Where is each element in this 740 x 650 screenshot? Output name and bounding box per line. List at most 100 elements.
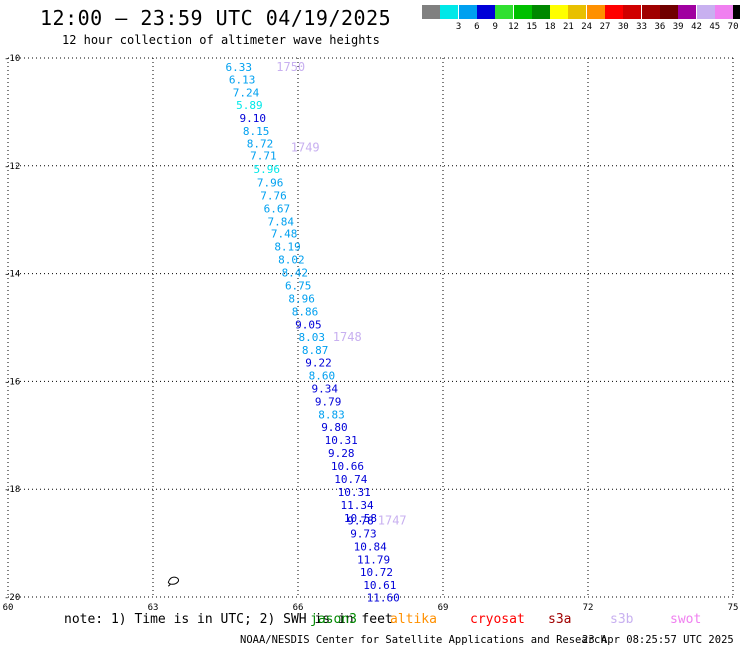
wave-height-value: 10.58	[344, 512, 377, 525]
credit-line: NOAA/NESDIS Center for Satellite Applica…	[240, 634, 607, 646]
pass-number-labels: 1750 1749 1748 1747	[276, 60, 406, 527]
colorbar-swatch	[714, 5, 733, 19]
colorbar-swatch	[440, 5, 459, 19]
wave-height-value: 6.13	[229, 74, 256, 87]
wave-height-value: 10.72	[360, 566, 393, 579]
longitude-tick-label: 63	[148, 603, 159, 613]
longitude-tick-label: 66	[293, 603, 304, 613]
colorbar-label: 6	[474, 22, 480, 32]
wave-height-value: 8.19	[274, 241, 301, 254]
wave-height-value: 11.79	[357, 553, 390, 566]
colorbar-swatch	[733, 5, 740, 19]
wave-height-value: 8.60	[309, 369, 336, 382]
wave-height-value: 8.96	[288, 292, 315, 305]
colorbar-swatch	[531, 5, 550, 19]
colorbar-swatch	[550, 5, 569, 19]
latitude-tick-label: -12	[4, 162, 20, 172]
legend-item-s3b: s3b	[610, 612, 634, 627]
wave-height-value: 10.66	[331, 460, 364, 473]
wave-height-value: 8.03	[298, 331, 325, 344]
wave-height-value: 7.76	[260, 189, 287, 202]
page-title: 12:00 – 23:59 UTC 04/19/2025	[40, 6, 392, 30]
wave-height-value: 9.05	[295, 318, 322, 331]
latitude-tick-label: -16	[4, 377, 20, 387]
wave-height-value: 5.96	[254, 163, 280, 176]
wave-height-value: 10.74	[334, 473, 367, 486]
wave-height-value: 10.61	[363, 579, 396, 592]
wave-height-value: 8.15	[243, 125, 270, 138]
latitude-tick-label: -20	[4, 593, 20, 603]
colorbar-swatch	[678, 5, 697, 19]
colorbar-swatch	[458, 5, 477, 19]
longitude-tick-label: 60	[3, 603, 14, 613]
colorbar-label: 70	[727, 22, 739, 32]
longitude-tick-label: 69	[438, 603, 449, 613]
latitude-tick-label: -18	[4, 485, 20, 495]
longitude-tick-label: 72	[583, 603, 594, 613]
map-grid	[7, 57, 734, 598]
observation-labels: 6.336.137.245.899.108.158.727.715.967.96…	[226, 61, 400, 604]
colorbar-swatch	[605, 5, 623, 19]
wave-height-value: 8.86	[292, 305, 319, 318]
colorbar-label: 27	[599, 22, 611, 32]
wave-height-value: 11.34	[341, 499, 374, 512]
wave-height-value: 9.78	[347, 514, 374, 527]
pass-number-label: 1749	[291, 140, 320, 154]
wave-height-value: 9.34	[312, 382, 339, 395]
wave-height-value: 8.83	[318, 408, 345, 421]
wave-height-value: 7.96	[257, 177, 284, 190]
wave-height-value: 10.31	[338, 486, 371, 499]
legend-item-altika: altika	[390, 612, 437, 627]
wave-height-value: 10.84	[354, 540, 387, 553]
colorbar-label: 9	[492, 22, 498, 32]
legend-item-cryosat: cryosat	[470, 612, 525, 627]
longitude-tick-label: 75	[728, 603, 739, 613]
island-outline	[167, 576, 180, 587]
wave-height-value: 9.73	[350, 527, 377, 540]
colorbar-swatch	[586, 5, 605, 19]
wave-height-value: 6.75	[285, 279, 312, 292]
colorbar-label: 33	[636, 22, 648, 32]
wave-height-value: 9.22	[305, 357, 332, 370]
colorbar-swatch	[623, 5, 642, 19]
wave-height-value: 9.28	[328, 447, 355, 460]
wave-height-value: 9.79	[315, 395, 342, 408]
colorbar-label: 42	[691, 22, 702, 32]
wave-height-value: 5.89	[236, 99, 263, 112]
wave-height-value: 9.10	[240, 112, 267, 125]
page-subtitle: 12 hour collection of altimeter wave hei…	[62, 33, 380, 47]
units-note: note: 1) Time is in UTC; 2) SWH is in fe…	[64, 612, 393, 627]
wave-height-value: 7.48	[271, 228, 298, 241]
island-shape	[167, 576, 180, 587]
colorbar-swatch	[422, 5, 440, 19]
latitude-tick-label: -10	[4, 54, 20, 64]
colorbar-swatch	[696, 5, 715, 19]
colorbar-label: 3	[455, 22, 462, 32]
colorbar-label: 15	[526, 22, 538, 32]
colorbar-label: 18	[544, 22, 556, 32]
generation-timestamp: 23 Apr 08:25:57 UTC 2025	[582, 634, 734, 646]
wave-height-value: 8.72	[247, 138, 274, 151]
legend-item-jason3: jason3	[310, 612, 357, 627]
colorbar-swatch	[476, 5, 495, 19]
wave-height-value: 11.60	[367, 592, 400, 605]
wave-height-value: 8.42	[282, 267, 309, 280]
legend-item-swot: swot	[670, 612, 702, 627]
wave-height-value: 8.87	[302, 344, 329, 357]
colorbar-swatch	[495, 5, 514, 19]
colorbar-swatch	[568, 5, 587, 19]
colorbar-label: 36	[654, 22, 666, 32]
latitude-tick-label: -14	[4, 270, 20, 280]
colorbar-label: 21	[562, 22, 574, 32]
wave-height-value: 7.71	[250, 150, 277, 163]
wave-height-value: 7.24	[233, 86, 260, 99]
pass-number-label: 1748	[333, 330, 362, 344]
colorbar-swatch	[641, 5, 660, 19]
colorbar-label: 30	[617, 22, 629, 32]
wave-height-value: 7.84	[268, 215, 295, 228]
legend-item-s3a: s3a	[548, 612, 572, 627]
colorbar-swatch	[513, 5, 532, 19]
wave-height-value: 6.33	[226, 61, 253, 74]
